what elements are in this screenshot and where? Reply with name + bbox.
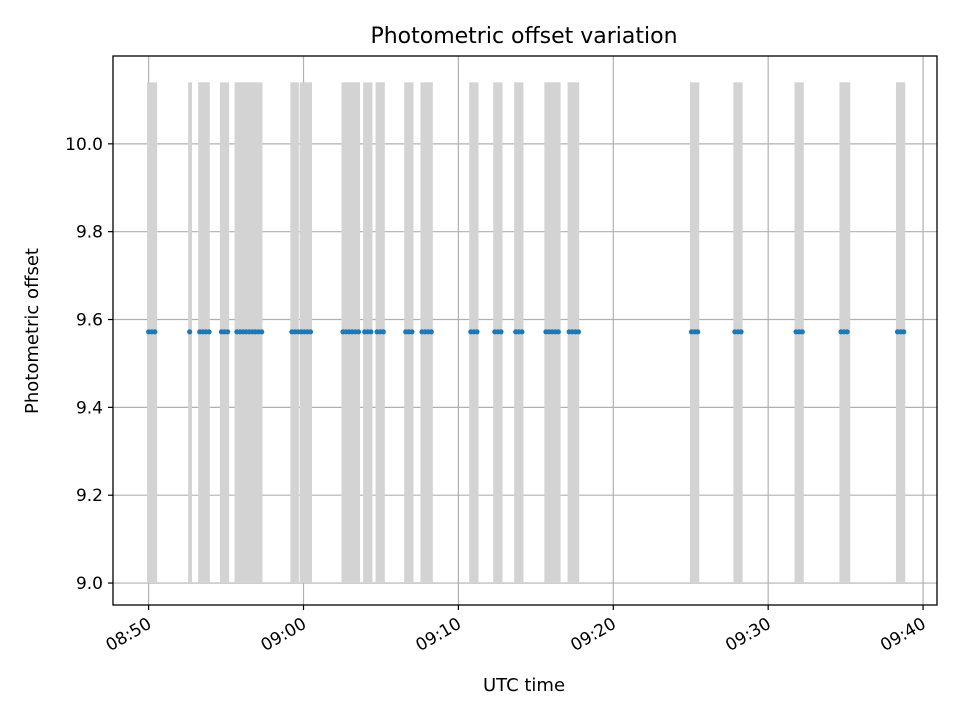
data-point [799,329,805,335]
data-point [844,329,850,335]
data-point [695,329,701,335]
data-point [901,329,907,335]
data-point [355,329,362,335]
chart-title: Photometric offset variation [370,24,677,49]
plot-frame [112,55,938,606]
y-tick-label: 9.0 [76,574,103,594]
data-point [152,329,158,335]
data-point [428,329,434,335]
data-point [368,329,374,335]
y-tick-label: 10.0 [65,135,103,155]
data-point [474,329,480,335]
data-point [307,329,314,335]
data-point [519,329,525,335]
point-layer [146,329,907,335]
x-axis-label: UTC time [483,675,565,696]
y-tick-label: 9.8 [76,223,103,243]
data-point [498,329,504,335]
y-tick-label: 9.6 [76,311,103,331]
data-point [409,329,415,335]
data-point [187,329,193,335]
y-tick-label: 9.4 [76,398,103,418]
data-point [380,329,386,335]
data-point [555,329,561,335]
data-point [225,329,231,335]
y-axis-label: Photometric offset [22,248,43,414]
data-point [259,329,265,335]
y-tick-label: 9.2 [76,486,103,506]
data-point [575,329,582,335]
data-point [738,329,744,335]
data-point [206,329,212,335]
